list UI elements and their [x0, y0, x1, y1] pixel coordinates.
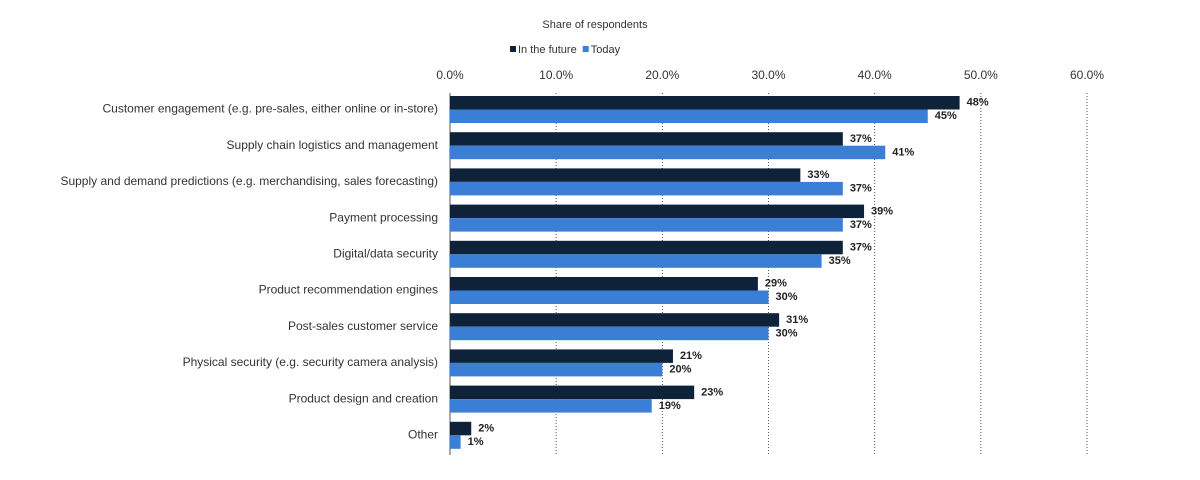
value-label: 37%: [850, 241, 872, 253]
y-tick-label: Physical security (e.g. security camera …: [183, 355, 438, 369]
bar: [450, 254, 822, 268]
bar: [450, 385, 695, 400]
bar: [450, 96, 960, 110]
value-label: 37%: [850, 183, 872, 195]
bar: [450, 109, 928, 123]
value-label: 31%: [786, 314, 808, 326]
bar: [450, 277, 758, 291]
value-label: 2%: [478, 422, 494, 434]
bar: [450, 132, 843, 146]
value-label: 48%: [967, 97, 989, 109]
y-tick-label: Post-sales customer service: [288, 319, 438, 333]
x-tick-label: 50.0%: [964, 68, 998, 82]
chart-title: Share of respondents: [542, 19, 648, 31]
value-label: 45%: [935, 110, 957, 122]
value-label: 21%: [680, 350, 702, 362]
bar: [450, 204, 865, 219]
value-label: 23%: [701, 386, 723, 398]
y-tick-label: Product recommendation engines: [259, 283, 438, 297]
y-tick-label: Digital/data security: [333, 246, 438, 260]
value-label: 37%: [850, 219, 872, 231]
legend-swatch: [582, 46, 589, 52]
x-tick-label: 10.0%: [539, 68, 573, 82]
y-tick-label: Other: [408, 427, 438, 441]
value-label: 20%: [669, 364, 691, 376]
value-label: 19%: [659, 400, 681, 412]
bar: [450, 349, 673, 363]
bar: [450, 399, 652, 413]
bar: [450, 313, 780, 327]
legend-swatch: [510, 46, 516, 52]
bar: [450, 290, 769, 304]
value-label: 39%: [871, 205, 893, 217]
x-tick-label: 30.0%: [751, 68, 785, 82]
bar: [450, 435, 461, 449]
y-tick-label: Supply chain logistics and management: [227, 138, 439, 152]
x-tick-label: 0.0%: [436, 68, 464, 82]
y-tick-label: Supply and demand predictions (e.g. merc…: [60, 174, 438, 188]
y-tick-label: Product design and creation: [289, 391, 438, 405]
value-label: 30%: [776, 291, 798, 303]
x-tick-label: 60.0%: [1070, 68, 1104, 82]
value-label: 37%: [850, 133, 872, 145]
value-label: 1%: [468, 436, 484, 448]
bar: [450, 326, 769, 341]
bar: [450, 240, 843, 255]
bar: [450, 421, 472, 436]
x-tick-label: 40.0%: [858, 68, 892, 82]
value-label: 33%: [807, 169, 829, 181]
value-label: 30%: [776, 327, 798, 339]
y-tick-label: Payment processing: [329, 210, 438, 224]
bar: [450, 218, 843, 232]
x-tick-label: 20.0%: [645, 68, 679, 82]
value-label: 35%: [829, 255, 851, 267]
bar: [450, 168, 801, 182]
legend-label: In the future: [518, 44, 577, 56]
value-label: 41%: [892, 146, 914, 158]
value-label: 29%: [765, 278, 787, 290]
legend-label: Today: [591, 44, 621, 56]
y-tick-label: Customer engagement (e.g. pre-sales, eit…: [103, 102, 439, 116]
bar: [450, 181, 843, 196]
bar: [450, 362, 663, 377]
bar: [450, 145, 886, 160]
